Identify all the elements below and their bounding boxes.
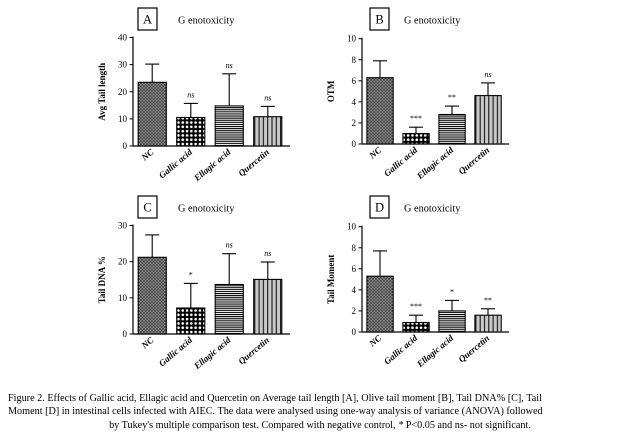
svg-text:6: 6: [352, 264, 357, 274]
svg-text:Quercetin: Quercetin: [236, 147, 271, 178]
svg-text:A: A: [143, 13, 152, 27]
svg-text:NC: NC: [367, 332, 385, 349]
svg-text:Ellagic acid: Ellagic acid: [191, 147, 232, 184]
svg-text:10: 10: [347, 34, 357, 44]
svg-text:Ellagic acid: Ellagic acid: [191, 335, 232, 372]
svg-text:0: 0: [352, 139, 357, 149]
svg-text:10: 10: [118, 114, 128, 124]
svg-text:4: 4: [352, 285, 357, 295]
svg-text:B: B: [375, 13, 383, 27]
svg-text:ns: ns: [226, 241, 233, 250]
svg-text:ns: ns: [187, 90, 194, 99]
svg-text:ns: ns: [264, 93, 271, 102]
svg-text:Tail DNA %: Tail DNA %: [97, 256, 107, 303]
svg-text:Gallic acid: Gallic acid: [157, 147, 195, 181]
svg-text:**: **: [448, 93, 456, 102]
svg-text:ns: ns: [484, 70, 491, 79]
svg-text:0: 0: [123, 141, 128, 151]
svg-text:Quercetin: Quercetin: [457, 145, 492, 176]
svg-text:C: C: [143, 201, 151, 215]
svg-text:8: 8: [352, 243, 357, 253]
svg-text:G enotoxicity: G enotoxicity: [178, 16, 235, 27]
svg-text:Quercetin: Quercetin: [236, 335, 271, 366]
svg-text:NC: NC: [139, 334, 157, 351]
svg-text:0: 0: [352, 327, 357, 337]
svg-text:G enotoxicity: G enotoxicity: [404, 16, 461, 27]
svg-text:NC: NC: [367, 144, 385, 161]
svg-text:30: 30: [118, 60, 128, 70]
svg-text:***: ***: [410, 302, 422, 311]
svg-text:G enotoxicity: G enotoxicity: [404, 204, 461, 215]
svg-text:6: 6: [352, 76, 357, 86]
svg-text:ns: ns: [264, 249, 271, 258]
svg-text:ns: ns: [226, 61, 233, 70]
svg-text:Tail Moment: Tail Moment: [326, 255, 336, 304]
svg-text:4: 4: [352, 97, 357, 107]
svg-text:Ellagic acid: Ellagic acid: [414, 333, 455, 370]
svg-text:40: 40: [118, 33, 128, 43]
svg-text:2: 2: [352, 306, 357, 316]
svg-text:0: 0: [123, 329, 128, 339]
svg-text:2: 2: [352, 118, 357, 128]
svg-text:OTM: OTM: [326, 80, 336, 102]
svg-text:20: 20: [118, 87, 128, 97]
svg-text:D: D: [375, 201, 384, 215]
svg-text:20: 20: [118, 257, 128, 267]
svg-text:Quercetin: Quercetin: [457, 333, 492, 364]
svg-text:8: 8: [352, 55, 357, 65]
svg-text:**: **: [484, 296, 492, 305]
svg-text:Avg Tail length: Avg Tail length: [97, 63, 107, 121]
svg-text:***: ***: [410, 114, 422, 123]
svg-text:*: *: [189, 270, 193, 279]
svg-text:10: 10: [347, 222, 357, 232]
svg-text:Ellagic acid: Ellagic acid: [414, 145, 455, 182]
svg-text:*: *: [450, 287, 454, 296]
svg-text:G enotoxicity: G enotoxicity: [178, 204, 235, 215]
svg-text:Gallic acid: Gallic acid: [157, 335, 195, 369]
svg-text:10: 10: [118, 293, 128, 303]
svg-text:30: 30: [118, 221, 128, 231]
svg-text:NC: NC: [139, 146, 157, 163]
